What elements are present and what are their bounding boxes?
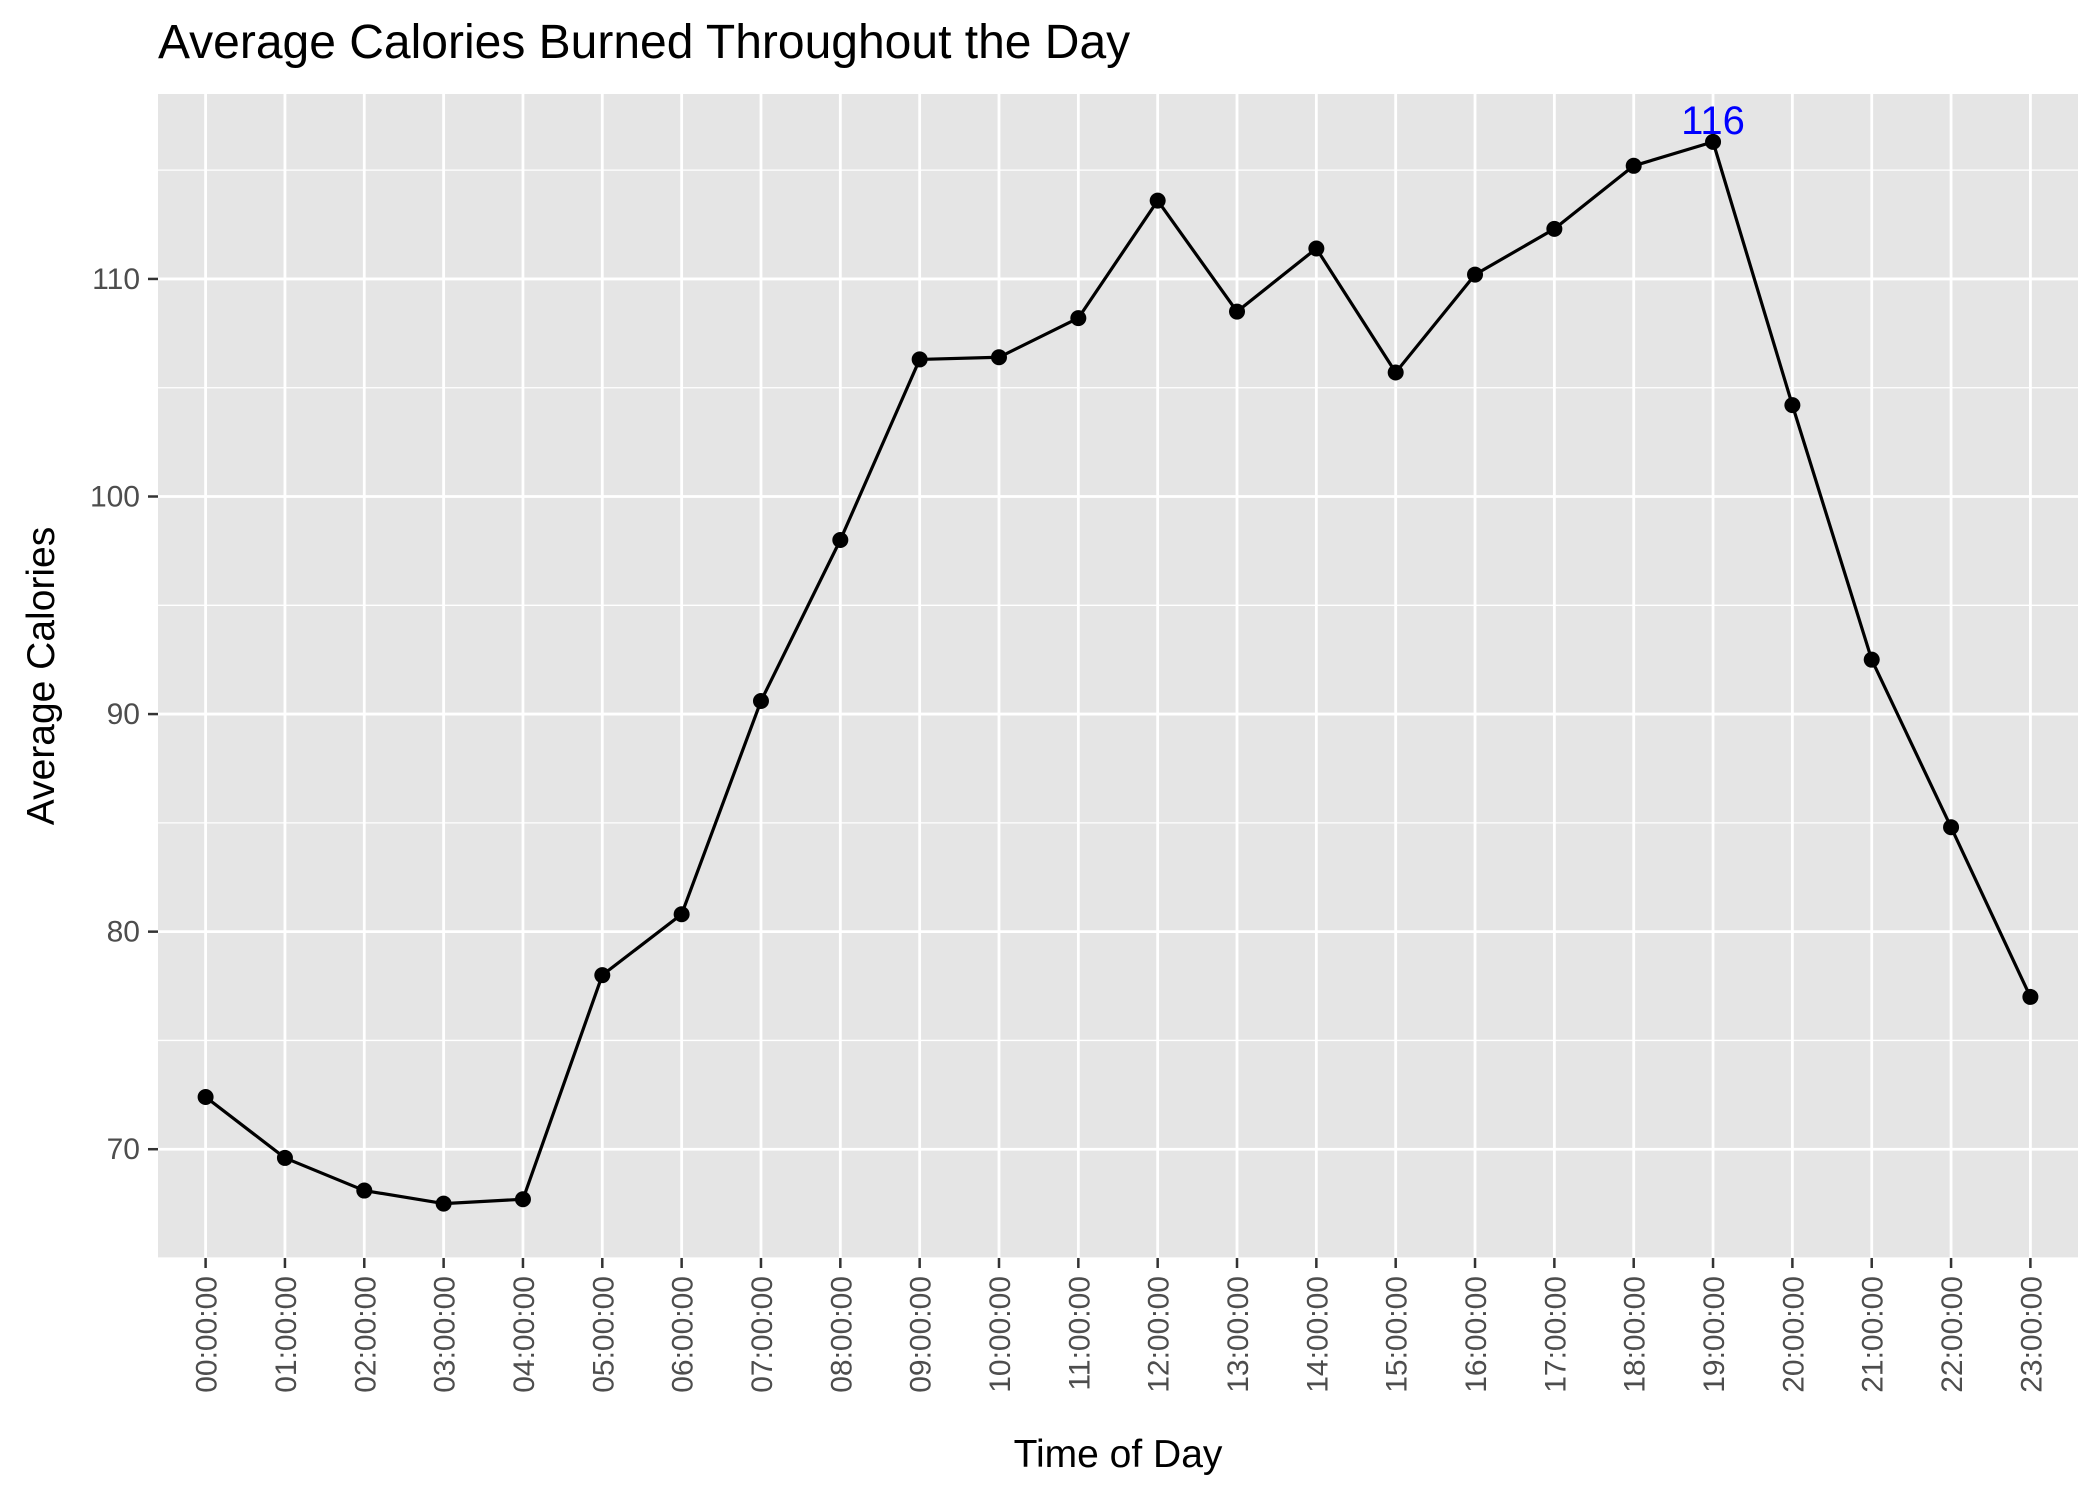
data-point [2022, 988, 2039, 1005]
x-axis-title: Time of Day [1014, 1433, 1223, 1476]
data-point [1149, 192, 1166, 209]
major-gridlines [158, 94, 2078, 1258]
x-tick-label: 13:00:00 [1222, 1276, 1255, 1393]
x-tick-label: 20:00:00 [1777, 1276, 1810, 1393]
data-point [832, 532, 849, 549]
data-point [1070, 310, 1087, 327]
y-axis-title: Average Calories [20, 527, 63, 825]
x-tick-label: 03:00:00 [429, 1276, 462, 1393]
x-tick-label: 00:00:00 [191, 1276, 224, 1393]
y-tick-label: 90 [107, 698, 140, 731]
data-point [514, 1191, 531, 1208]
x-tick-label: 12:00:00 [1143, 1276, 1176, 1393]
x-tick-label: 02:00:00 [349, 1276, 382, 1393]
data-point [990, 349, 1007, 366]
data-point [1308, 240, 1325, 257]
x-tick-label: 06:00:00 [667, 1276, 700, 1393]
data-point [197, 1088, 214, 1105]
data-point [435, 1195, 452, 1212]
y-tick-label: 100 [90, 481, 140, 514]
data-point [594, 967, 611, 984]
data-point [1546, 220, 1563, 237]
data-point [673, 906, 690, 923]
data-point [1387, 364, 1404, 381]
x-tick-label: 21:00:00 [1857, 1276, 1890, 1393]
x-tick-label: 07:00:00 [746, 1276, 779, 1393]
x-tick-label: 04:00:00 [508, 1276, 541, 1393]
minor-gridlines [158, 169, 2078, 1259]
data-point [276, 1149, 293, 1166]
x-tick-label: 23:00:00 [2015, 1276, 2048, 1393]
data-points [197, 133, 2039, 1212]
x-tick-label: 09:00:00 [905, 1276, 938, 1393]
x-tick-label: 11:00:00 [1063, 1276, 1096, 1391]
x-tick-label: 18:00:00 [1619, 1276, 1652, 1393]
data-point [752, 693, 769, 710]
x-tick-label: 19:00:00 [1698, 1276, 1731, 1393]
data-label: 116 [1681, 99, 1745, 143]
chart-title: Average Calories Burned Throughout the D… [158, 16, 1130, 69]
y-tick-label: 110 [92, 263, 140, 296]
data-point [1863, 651, 1880, 668]
x-tick-label: 16:00:00 [1460, 1276, 1493, 1393]
data-point [1784, 397, 1801, 414]
data-point [1625, 157, 1642, 174]
plot-panel [158, 94, 2078, 1258]
series-line [204, 140, 2032, 1206]
y-tick-label: 80 [107, 916, 140, 949]
x-tick-label: 05:00:00 [587, 1276, 620, 1393]
annotations: 116 [1681, 99, 1745, 143]
x-tick-label: 10:00:00 [984, 1276, 1017, 1393]
y-axis: 70 80 90 100 110 [90, 263, 158, 1166]
x-tick-label: 01:00:00 [270, 1276, 303, 1393]
data-point [1705, 133, 1722, 150]
x-tick-label: 14:00:00 [1301, 1276, 1334, 1393]
x-tick-label: 22:00:00 [1936, 1276, 1969, 1393]
data-point [1229, 303, 1246, 320]
data-point [911, 351, 928, 368]
data-point [356, 1182, 373, 1199]
x-axis: 00:00:00 01:00:00 02:00:00 03:00:00 04:00:00… [191, 1258, 2048, 1393]
y-tick-label: 70 [107, 1133, 140, 1166]
x-tick-label: 15:00:00 [1381, 1276, 1414, 1393]
data-point [1467, 266, 1484, 283]
x-tick-label: 08:00:00 [825, 1276, 858, 1393]
data-point [1943, 819, 1960, 836]
x-tick-label: 17:00:00 [1539, 1276, 1572, 1393]
